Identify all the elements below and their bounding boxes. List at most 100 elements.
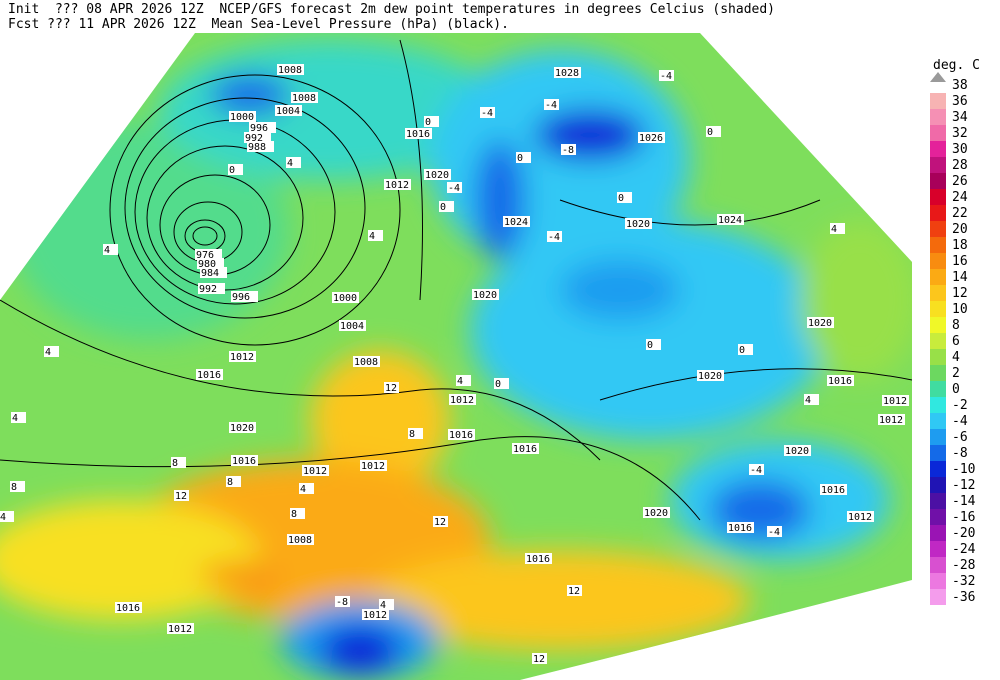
dewpoint-label-box (228, 164, 243, 175)
pressure-label: 1016 (232, 456, 256, 467)
legend-label: -28 (952, 558, 975, 573)
dewpoint-label-box (0, 511, 14, 522)
pressure-label-box (277, 64, 304, 75)
legend-label: 12 (952, 286, 968, 301)
dewpoint-label: 0 (425, 117, 431, 128)
dewpoint-label-box (767, 526, 782, 537)
pressure-label-box (784, 445, 811, 456)
dewpoint-label: 4 (300, 484, 306, 495)
pressure-label: 988 (248, 142, 266, 153)
dewpoint-label: -4 (448, 183, 460, 194)
pressure-label-box (384, 179, 411, 190)
pressure-label-box (167, 623, 194, 634)
legend-swatch (930, 461, 946, 477)
pressure-label: 1004 (276, 106, 300, 117)
pressure-label-box (200, 267, 227, 278)
legend-swatch (930, 493, 946, 509)
pressure-label-box (229, 351, 256, 362)
dewpoint-label-box (408, 428, 423, 439)
pressure-label-box (302, 465, 329, 476)
dewpoint-label-box (286, 157, 301, 168)
dewpoint-label-box (706, 126, 721, 137)
legend-swatch (930, 445, 946, 461)
dewpoint-label: 0 (647, 340, 653, 351)
legend-label: -2 (952, 398, 968, 413)
header-line: Init ??? 08 APR 2026 12Z NCEP/GFS foreca… (8, 2, 775, 17)
pressure-label-box (717, 214, 744, 225)
legend-label: -10 (952, 462, 975, 477)
pressure-label-box (727, 522, 754, 533)
dewpoint-label-box (379, 599, 394, 610)
legend-label: -12 (952, 478, 975, 493)
dewpoint-label: 12 (533, 654, 545, 665)
legend-swatch (930, 269, 946, 285)
dewpoint-label-box (11, 412, 26, 423)
dewpoint-label: 0 (739, 345, 745, 356)
dewpoint-label: 8 (11, 482, 17, 493)
dewpoint-label-box (44, 346, 59, 357)
pressure-label: 1008 (288, 535, 312, 546)
header: Init ??? 08 APR 2026 12Z NCEP/GFS foreca… (8, 2, 775, 32)
pressure-label: 1016 (828, 376, 852, 387)
legend-label: -20 (952, 526, 975, 541)
pressure-label-box (525, 553, 552, 564)
pressure-label-box (827, 375, 854, 386)
pressure-label: 1020 (230, 423, 254, 434)
legend-label: 8 (952, 318, 960, 333)
legend-swatch (930, 333, 946, 349)
pressure-label: 1016 (197, 370, 221, 381)
legend-label: 0 (952, 382, 960, 397)
dewpoint-label-box (567, 585, 582, 596)
dewpoint-label-box (439, 201, 454, 212)
legend-swatch (930, 221, 946, 237)
dewpoint-label-box (738, 344, 753, 355)
pressure-label-box (847, 511, 874, 522)
dewpoint-label: -4 (660, 71, 672, 82)
pressure-label: 1008 (354, 357, 378, 368)
pressure-label-box (625, 218, 652, 229)
dewpoint-label: -8 (562, 145, 574, 156)
legend-label: -32 (952, 574, 975, 589)
pressure-label: 980 (198, 259, 216, 270)
pressure-label: 1012 (385, 180, 409, 191)
dewpoint-label: -4 (750, 465, 762, 476)
pressure-label: 996 (250, 123, 268, 134)
dewpoint-label: -4 (548, 232, 560, 243)
pressure-label-box (249, 122, 276, 133)
legend-swatch (930, 557, 946, 573)
pressure-label-box (362, 609, 389, 620)
dewpoint-label-box (830, 223, 845, 234)
pressure-label-box (405, 128, 432, 139)
legend-arrow (930, 72, 946, 82)
legend-swatch (930, 381, 946, 397)
pressure-label: 1016 (116, 603, 140, 614)
pressure-label: 1020 (644, 508, 668, 519)
legend-label: 38 (952, 78, 968, 93)
dewpoint-label: 4 (0, 512, 6, 523)
dewpoint-label-box (480, 107, 495, 118)
legend-label: 6 (952, 334, 960, 349)
pressure-label: 1012 (450, 395, 474, 406)
legend-label: -16 (952, 510, 975, 525)
legend-label: 22 (952, 206, 968, 221)
legend-swatch (930, 349, 946, 365)
legend-label: 14 (952, 270, 968, 285)
pressure-label-box (231, 455, 258, 466)
legend-swatch (930, 509, 946, 525)
legend-swatch (930, 397, 946, 413)
legend-swatch (930, 317, 946, 333)
dewpoint-label-box (659, 70, 674, 81)
pressure-label: 1016 (449, 430, 473, 441)
dewpoint-label: 8 (227, 477, 233, 488)
pressure-label-box (275, 105, 302, 116)
pressure-label: 1000 (230, 112, 254, 123)
dewpoint-label-box (516, 152, 531, 163)
dewpoint-label-box (103, 244, 118, 255)
pressure-label: 1012 (230, 352, 254, 363)
pressure-label-box (291, 92, 318, 103)
pressure-label-box (115, 602, 142, 613)
pressure-label: 1020 (808, 318, 832, 329)
